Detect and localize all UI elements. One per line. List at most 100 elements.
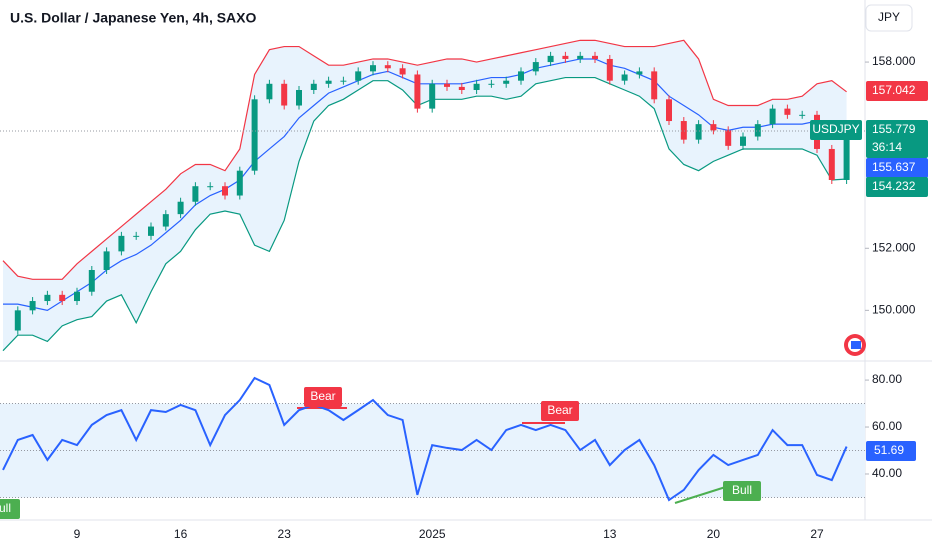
currency-button[interactable] [865, 4, 913, 32]
candle-body [177, 201, 184, 215]
candle-body [592, 55, 598, 59]
candle-body [296, 90, 302, 106]
annotation-label: Bear [547, 403, 572, 417]
y-tick-label: 158.000 [872, 54, 916, 68]
candle-body [370, 65, 376, 72]
candle-body [429, 83, 436, 109]
candle-body [547, 55, 554, 63]
symbol-tag [810, 120, 862, 140]
candle-body [14, 310, 21, 331]
annotation-box [723, 481, 761, 501]
price-tag [866, 81, 928, 101]
x-tick-label: 16 [174, 527, 188, 541]
candle-body [44, 294, 51, 302]
y-tick-label: 150.000 [872, 303, 916, 317]
candle-body [251, 99, 258, 171]
candle-body [799, 114, 806, 116]
candle-body [74, 291, 80, 302]
price-tag [866, 158, 928, 178]
x-tick-label: 20 [707, 527, 721, 541]
candle-body [340, 80, 347, 82]
candle-body [488, 83, 495, 85]
candle-body [577, 55, 584, 59]
y-tick-label: 40.00 [872, 466, 902, 480]
annotation-label: Bull [0, 501, 11, 515]
band-lower [2, 76, 847, 352]
candle-body [562, 55, 569, 59]
band-upper [2, 39, 847, 280]
candle-body [192, 186, 199, 202]
candle-body [784, 108, 791, 115]
candle-body [828, 148, 835, 180]
candle-body [355, 71, 362, 81]
annotation-box [0, 499, 20, 519]
annotation-label: Bull [732, 483, 752, 497]
candle-body [473, 83, 480, 90]
candle-body [236, 170, 243, 196]
candle-body [710, 124, 717, 131]
candle-body [444, 83, 450, 87]
annotation-label: Bear [310, 389, 335, 403]
candle-body [414, 74, 421, 109]
annotation-box [541, 401, 579, 421]
candle-body [621, 74, 628, 81]
candle-body [695, 124, 702, 140]
candle-body [162, 214, 169, 227]
candle-body [606, 58, 613, 81]
candle-body [29, 301, 36, 311]
y-tick-label: 60.00 [872, 419, 902, 433]
x-tick-label: 23 [278, 527, 292, 541]
x-tick-label: 27 [810, 527, 824, 541]
candle-body [503, 80, 510, 84]
x-tick-label: 13 [603, 527, 617, 541]
candle-body [266, 83, 273, 100]
candle-body [458, 86, 465, 90]
price-tag [866, 120, 928, 158]
x-tick-label: 2025 [419, 527, 446, 541]
candle-body [88, 270, 95, 292]
candle-body [769, 108, 776, 125]
candle-body [207, 186, 214, 188]
candle-body [754, 124, 761, 137]
candle-body [118, 235, 125, 252]
y-tick-label: 152.000 [872, 240, 916, 254]
annotation-box [304, 387, 342, 407]
price-tag-label: 154.232 [872, 179, 916, 193]
candle-body [59, 294, 66, 302]
candle-body [518, 71, 524, 81]
price-tag-label: 157.042 [872, 83, 916, 97]
symbol-label: USDJPY [812, 122, 859, 136]
x-tick-label: 9 [74, 527, 81, 541]
rsi-tag-label: 51.69 [874, 443, 904, 457]
candle-body [133, 235, 140, 237]
candle-body [103, 251, 110, 270]
plot-layer [0, 39, 865, 504]
candle-body [310, 83, 317, 90]
candle-body [636, 71, 643, 75]
candle-body [222, 186, 228, 196]
candle-body [281, 83, 288, 106]
candle-body [325, 80, 332, 84]
candle-body [399, 68, 406, 75]
rsi-line [2, 376, 848, 502]
chart-title: U.S. Dollar / Japanese Yen, 4h, SAXO [10, 10, 257, 26]
candle-body [384, 65, 391, 69]
candle-body [148, 226, 154, 236]
price-tag-label: 155.779 [872, 122, 916, 136]
candle-body [843, 130, 850, 180]
tv-logo [844, 334, 866, 356]
candle-body [740, 136, 746, 146]
countdown: 36:14 [872, 140, 902, 154]
candle-body [666, 99, 672, 122]
price-tag-label: 155.637 [872, 160, 916, 174]
candle-body [725, 130, 732, 146]
candle-body [680, 121, 687, 140]
y-tick-label: 80.00 [872, 372, 902, 386]
price-tag [866, 177, 928, 197]
candle-body [532, 62, 539, 72]
rsi-tag [866, 441, 916, 461]
band-basis [3, 58, 847, 311]
candle-body [651, 71, 658, 100]
currency[interactable]: JPY [878, 10, 900, 24]
